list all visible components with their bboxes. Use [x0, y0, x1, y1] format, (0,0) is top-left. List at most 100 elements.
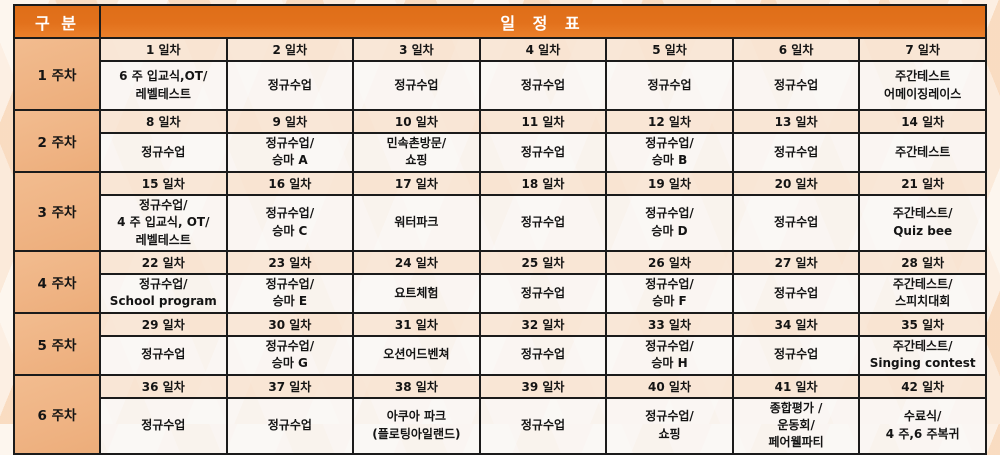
activity-cell: 정규수업 [478, 334, 608, 376]
day-header-row: 3 주차 15 일차 16 일차 17 일차 18 일차 19 일차 20 일차 21 일차 [13, 170, 987, 252]
activity-cell: 요트체험 [352, 272, 481, 314]
day-header-row: 5 주차 29 일차 30 일차 31 일차 32 일차 33 일차 34 일차 35 일차 [13, 311, 987, 376]
activity-cell: 정규수업 [731, 132, 861, 173]
day-header-cell: 33 일차 [605, 311, 734, 337]
day-header-cell: 18 일차 [478, 170, 608, 196]
schedule-title: 일 정 표 [99, 4, 987, 39]
week-label: 6 주차 [13, 373, 101, 455]
day-header-row: 1 주차 1 일차 2 일차 3 일차 4 일차 5 일차 6 일차 7 일차 [13, 37, 987, 111]
day-header-cell: 34 일차 [731, 311, 861, 337]
activity-cell: 정규수업/ 4 주 입교식, OT/ 레벨테스트 [99, 193, 228, 252]
week-label: 1 주차 [13, 37, 101, 111]
day-header-cell: 13 일차 [731, 109, 861, 134]
activity-cell: 6 주 입교식,OT/ 레벨테스트 [99, 60, 228, 111]
day-header-cell: 9 일차 [225, 109, 355, 134]
day-header-cell: 24 일차 [352, 249, 481, 275]
activity-cell: 민속촌방문/ 쇼핑 [352, 132, 481, 173]
day-header-cell: 40 일차 [605, 373, 734, 399]
activity-cell: 정규수업 [99, 132, 228, 173]
activity-row: 정규수업 정규수업/ 승마 G 오션어드벤쳐 정규수업 정규수업/ 승마 H 정규수업 주간… [14, 334, 987, 376]
day-header-row: 2 주차 8 일차 9 일차 10 일차 11 일차 12 일차 13 일차 14 일차 [13, 109, 987, 173]
activity-cell: 정규수업/ School program [99, 272, 228, 314]
activity-cell: 정규수업 [731, 334, 861, 376]
activity-cell: 정규수업/ 승마 F [605, 272, 734, 314]
day-header-cell: 23 일차 [225, 249, 355, 275]
week-label: 2 주차 [13, 109, 101, 173]
day-header-row: 4 주차 22 일차 23 일차 24 일차 25 일차 26 일차 27 일차 28 일차 [13, 249, 987, 314]
activity-cell: 워터파크 [352, 193, 481, 252]
day-header-cell: 16 일차 [225, 170, 355, 196]
activity-cell: 정규수업 [731, 193, 861, 252]
activity-cell: 정규수업 [478, 272, 608, 314]
activity-cell: 정규수업/ 승마 A [225, 132, 355, 173]
day-header-cell: 32 일차 [478, 311, 608, 337]
day-header-cell: 7 일차 [858, 37, 987, 62]
day-header-cell: 3 일차 [352, 37, 481, 62]
day-header-cell: 26 일차 [605, 249, 734, 275]
day-header-cell: 30 일차 [225, 311, 355, 337]
corner-label: 구 분 [13, 4, 101, 39]
day-header-cell: 6 일차 [731, 37, 861, 62]
day-header-cell: 19 일차 [605, 170, 734, 196]
activity-cell: 주간테스트/ Quiz bee [858, 193, 987, 252]
activity-cell: 정규수업 [478, 60, 608, 111]
activity-cell: 수료식/ 4 주,6 주복귀 [858, 396, 987, 455]
activity-row: 정규수업/ 4 주 입교식, OT/ 레벨테스트 정규수업/ 승마 C 워터파크 정규… [14, 193, 987, 252]
activity-row: 정규수업 정규수업 아쿠아 파크 (플로팅아일랜드) 정규수업 정규수업/ 쇼핑 종합평가… [14, 396, 987, 455]
schedule-table: 구 분 일 정 표 1 주차 1 일차 2 일차 3 일차 4 일차 5 일차 6 일차 7 … [13, 4, 987, 455]
day-header-cell: 37 일차 [225, 373, 355, 399]
week-label: 4 주차 [13, 249, 101, 314]
day-header-row: 6 주차 36 일차 37 일차 38 일차 39 일차 40 일차 41 일차 42 일차 [13, 373, 987, 455]
day-header-cell: 27 일차 [731, 249, 861, 275]
activity-cell: 정규수업 [478, 193, 608, 252]
day-header-cell: 20 일차 [731, 170, 861, 196]
week-label: 5 주차 [13, 311, 101, 376]
day-header-cell: 1 일차 [99, 37, 228, 62]
day-header-cell: 41 일차 [731, 373, 861, 399]
day-header-cell: 15 일차 [99, 170, 228, 196]
day-header-cell: 25 일차 [478, 249, 608, 275]
activity-cell: 주간테스트/ Singing contest [858, 334, 987, 376]
activity-row: 정규수업 정규수업/ 승마 A 민속촌방문/ 쇼핑 정규수업 정규수업/ 승마 B 정규수… [14, 132, 987, 173]
day-header-cell: 28 일차 [858, 249, 987, 275]
day-header-cell: 21 일차 [858, 170, 987, 196]
activity-cell: 정규수업 [478, 396, 608, 455]
activity-cell: 정규수업/ 승마 E [225, 272, 355, 314]
activity-cell: 정규수업 [605, 60, 734, 111]
schedule-body: 1 주차 1 일차 2 일차 3 일차 4 일차 5 일차 6 일차 7 일차 6 주 입교식,… [13, 37, 987, 455]
activity-cell: 정규수업/ 승마 C [225, 193, 355, 252]
activity-cell: 정규수업/ 승마 H [605, 334, 734, 376]
day-header-cell: 38 일차 [352, 373, 481, 399]
activity-cell: 정규수업 [225, 396, 355, 455]
activity-cell: 오션어드벤쳐 [352, 334, 481, 376]
activity-row: 6 주 입교식,OT/ 레벨테스트 정규수업 정규수업 정규수업 정규수업 정규수업 주간테… [14, 60, 987, 111]
activity-cell: 정규수업 [352, 60, 481, 111]
day-header-cell: 31 일차 [352, 311, 481, 337]
day-header-cell: 8 일차 [99, 109, 228, 134]
activity-cell: 정규수업/ 승마 D [605, 193, 734, 252]
day-header-cell: 29 일차 [99, 311, 228, 337]
activity-cell: 정규수업/ 승마 G [225, 334, 355, 376]
activity-cell: 정규수업/ 승마 B [605, 132, 734, 173]
day-header-cell: 36 일차 [99, 373, 228, 399]
activity-cell: 정규수업 [731, 60, 861, 111]
activity-cell: 정규수업 [99, 396, 228, 455]
day-header-cell: 4 일차 [478, 37, 608, 62]
day-header-cell: 39 일차 [478, 373, 608, 399]
activity-cell: 정규수업/ 쇼핑 [605, 396, 734, 455]
day-header-cell: 14 일차 [858, 109, 987, 134]
day-header-cell: 42 일차 [858, 373, 987, 399]
activity-cell: 아쿠아 파크 (플로팅아일랜드) [352, 396, 481, 455]
week-label: 3 주차 [13, 170, 101, 252]
day-header-cell: 5 일차 [605, 37, 734, 62]
activity-cell: 정규수업 [731, 272, 861, 314]
day-header-cell: 10 일차 [352, 109, 481, 134]
activity-cell: 정규수업 [478, 132, 608, 173]
header-row: 구 분 일 정 표 [13, 4, 987, 39]
activity-cell: 주간테스트 어메이징레이스 [858, 60, 987, 111]
activity-row: 정규수업/ School program 정규수업/ 승마 E 요트체험 정규수업 정규… [14, 272, 987, 314]
activity-cell: 주간테스트/ 스피치대회 [858, 272, 987, 314]
day-header-cell: 2 일차 [225, 37, 355, 62]
day-header-cell: 35 일차 [858, 311, 987, 337]
day-header-cell: 17 일차 [352, 170, 481, 196]
